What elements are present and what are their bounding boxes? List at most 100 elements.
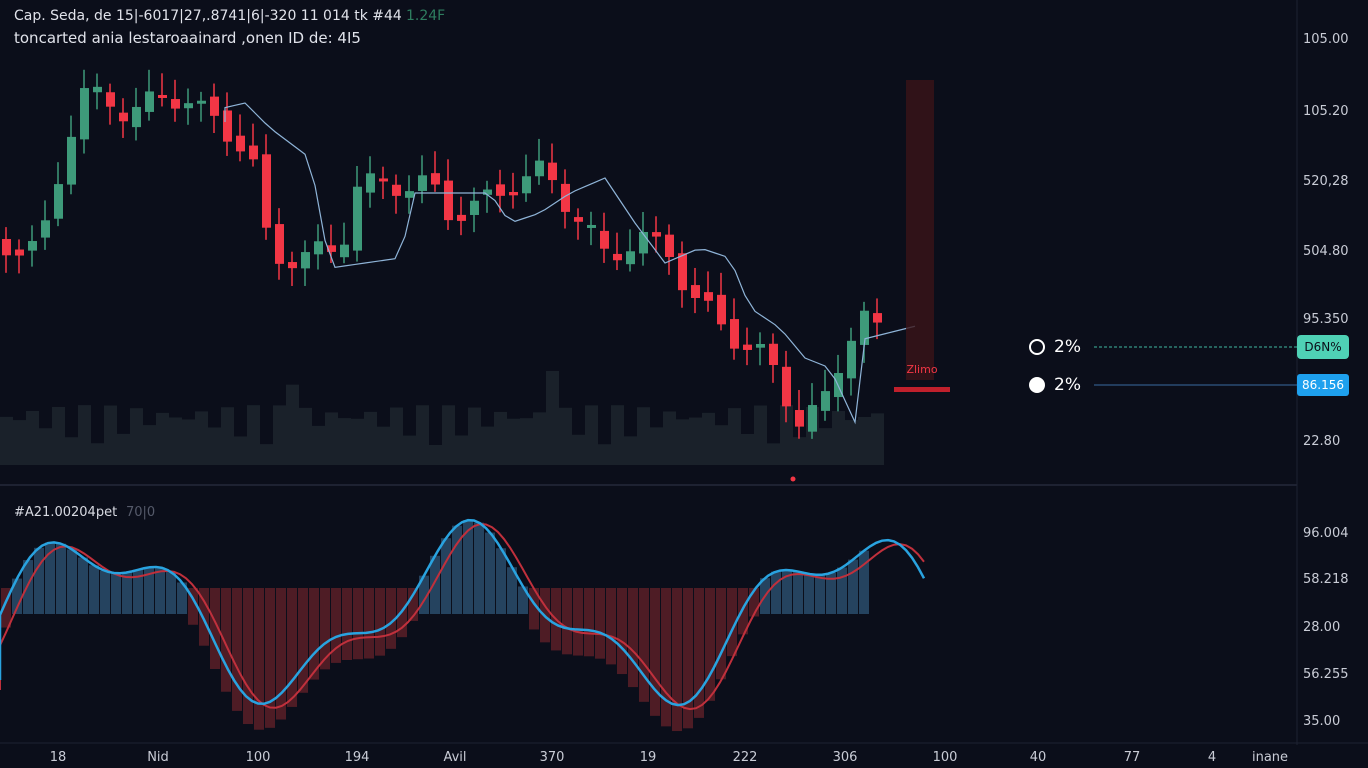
indicator-axis-label: 28.00	[1303, 620, 1340, 635]
candle	[379, 178, 388, 182]
candle	[119, 112, 128, 122]
time-axis-label: 77	[1124, 750, 1141, 765]
price-axis-label: 504.80	[1303, 244, 1349, 259]
candle	[613, 253, 622, 261]
candle	[691, 285, 700, 298]
candle	[171, 99, 180, 109]
subtitle: toncarted ania lestaroaainard ,onen ID d…	[14, 29, 361, 47]
histogram-bar	[518, 586, 528, 614]
candle	[41, 220, 50, 238]
time-axis-label: 40	[1030, 750, 1047, 765]
time-axis-label: inane	[1252, 750, 1288, 765]
marker-label: 2%	[1054, 337, 1081, 357]
candle	[444, 180, 453, 221]
candles	[2, 69, 916, 482]
volume-bar	[52, 406, 65, 465]
histogram-bar	[716, 588, 726, 680]
marker-label: 2%	[1054, 375, 1081, 395]
candle	[327, 245, 336, 252]
candle	[314, 241, 323, 255]
histogram-bar	[562, 588, 572, 655]
histogram-bar	[771, 571, 781, 614]
candle	[665, 234, 674, 257]
candle	[197, 100, 206, 104]
histogram-bar	[67, 549, 77, 614]
candle	[418, 175, 427, 191]
candle	[847, 340, 856, 379]
volume-bar	[91, 443, 104, 465]
volume-bar	[195, 411, 208, 465]
histogram-bar	[705, 588, 715, 701]
candle	[548, 162, 557, 181]
volume-bar	[299, 407, 312, 465]
histogram-bar	[683, 588, 693, 729]
indicator	[0, 518, 926, 732]
price-tag-text: 86.156	[1302, 378, 1344, 392]
time-axis-label: 19	[640, 750, 657, 765]
histogram-bar	[12, 578, 22, 614]
candle	[535, 160, 544, 177]
volume-bar	[741, 433, 754, 465]
histogram-bar	[628, 588, 638, 688]
histogram-bar	[1, 588, 11, 628]
candle	[145, 91, 154, 112]
histogram-bar	[287, 588, 297, 707]
candle	[288, 262, 297, 269]
volume-bar	[416, 405, 429, 465]
candle	[717, 294, 726, 325]
highlight-zone	[906, 80, 934, 380]
volume-bar	[871, 413, 884, 465]
histogram-bar	[749, 588, 759, 617]
indicator-axis-label: 35.00	[1303, 714, 1340, 729]
dot	[790, 476, 796, 482]
histogram-bar	[573, 588, 583, 656]
histogram-bar	[23, 560, 33, 614]
time-axis-label: 306	[833, 750, 858, 765]
histogram-bar	[738, 588, 748, 635]
histogram-bar	[199, 588, 209, 646]
volume-bar	[819, 428, 832, 465]
volume-bar	[13, 420, 26, 465]
candle	[457, 214, 466, 221]
histogram-bar	[309, 588, 319, 680]
candle	[262, 154, 271, 228]
volume-bar	[468, 407, 481, 465]
histogram-bar	[133, 569, 143, 614]
candle	[80, 88, 89, 140]
volume-bar	[26, 410, 39, 465]
candle	[873, 313, 882, 323]
candle	[15, 249, 24, 256]
volume-bar	[689, 417, 702, 465]
volume-bar	[325, 412, 338, 465]
histogram-bar	[408, 588, 418, 621]
candle	[340, 244, 349, 258]
histogram-bar	[298, 588, 308, 693]
candle	[782, 366, 791, 407]
marker-icon	[1029, 377, 1045, 393]
volume-bar	[169, 417, 182, 465]
annotation-bar	[894, 387, 950, 392]
candle	[626, 251, 635, 265]
volume-bar	[429, 444, 442, 465]
volume-bar	[390, 407, 403, 465]
volume-bar	[494, 411, 507, 465]
histogram-bar	[650, 588, 660, 716]
histogram-bar	[188, 588, 198, 625]
time-axis-label: 100	[933, 750, 958, 765]
candle	[483, 189, 492, 195]
candle	[743, 344, 752, 350]
candle	[704, 292, 713, 301]
candle	[366, 173, 375, 193]
volume-bar	[442, 405, 455, 465]
title-tag: 1.24F	[406, 8, 445, 24]
time-axis-label: 18	[50, 750, 67, 765]
histogram-bar	[430, 555, 440, 614]
time-axis-label: 194	[345, 750, 370, 765]
histogram-bar	[804, 573, 814, 614]
histogram-bar	[364, 588, 374, 659]
candle	[509, 191, 518, 196]
histogram-bar	[848, 559, 858, 614]
histogram-bar	[232, 588, 242, 711]
histogram-bar	[111, 573, 121, 614]
candle	[600, 230, 609, 249]
